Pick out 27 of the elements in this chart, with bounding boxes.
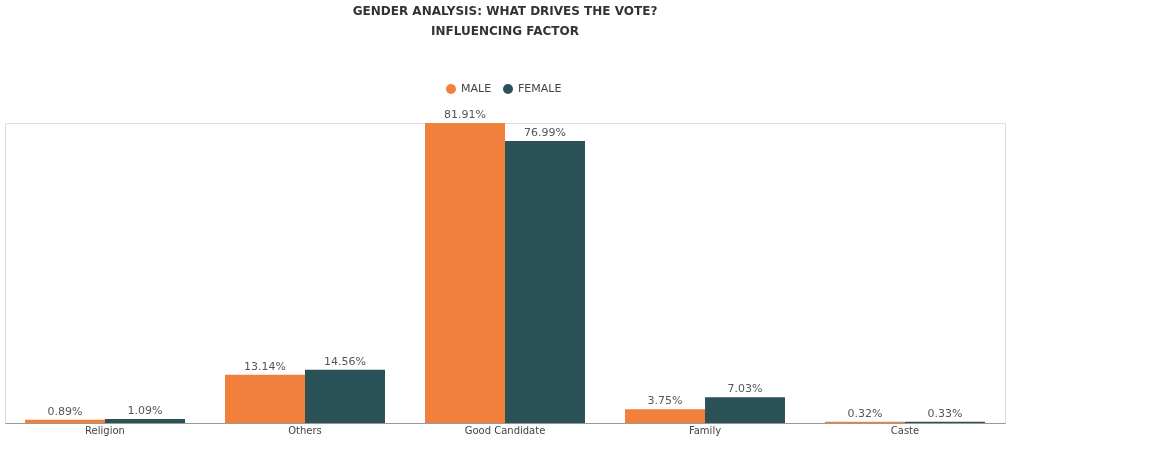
data-label: 7.03% — [727, 382, 763, 396]
bar — [105, 419, 185, 423]
data-label: 81.91% — [444, 108, 486, 121]
bar — [305, 369, 385, 423]
legend-label: MALE — [461, 82, 492, 95]
data-label: 1.09% — [127, 404, 163, 418]
bar — [625, 409, 705, 423]
bar — [225, 374, 305, 423]
chart-subtitle: INFLUENCING FACTOR — [431, 24, 579, 38]
x-tick-label: Others — [288, 424, 322, 436]
data-label: 3.75% — [647, 394, 683, 408]
x-tick-label: Caste — [890, 424, 920, 436]
data-label: 14.56% — [324, 354, 366, 368]
bar — [25, 419, 105, 423]
legend-label: FEMALE — [518, 82, 562, 95]
bar — [705, 397, 785, 423]
x-tick-label: Family — [688, 424, 722, 436]
x-tick-label: Good Candidate — [464, 424, 546, 436]
chart-title: GENDER ANALYSIS: WHAT DRIVES THE VOTE? — [352, 4, 658, 18]
bar — [505, 141, 585, 423]
data-label: 0.89% — [47, 404, 83, 418]
data-label: 0.32% — [847, 406, 883, 420]
data-label: 0.33% — [927, 406, 963, 420]
data-label: 13.14% — [244, 359, 286, 373]
data-label: 76.99% — [524, 126, 566, 140]
x-tick-label: Religion — [85, 424, 125, 436]
bar — [425, 123, 505, 423]
